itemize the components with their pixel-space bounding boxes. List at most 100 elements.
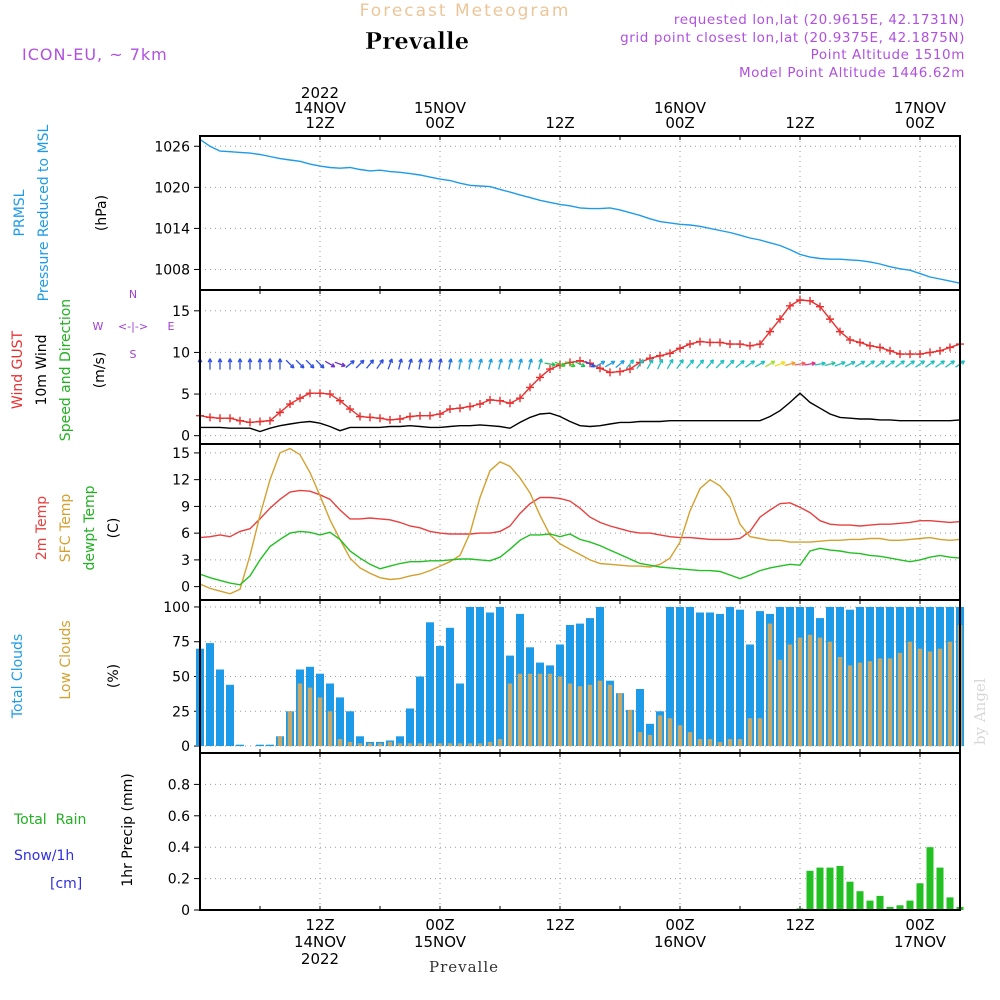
gust-marker <box>416 411 424 420</box>
compass-south: S <box>130 348 137 361</box>
precip-unit-label: 1hr Precip (mm) <box>120 773 136 886</box>
y-tick-label: 12 <box>172 473 190 489</box>
wind-direction-arrow <box>745 360 756 368</box>
top-time-label: 2022 <box>301 84 339 102</box>
t2m-label: 2m Temp <box>34 496 50 560</box>
low-cloud-bar <box>537 673 543 746</box>
gust-marker <box>776 315 784 324</box>
gust-marker <box>826 315 834 324</box>
rain-bar <box>906 900 914 910</box>
total-cloud-bar <box>436 645 444 746</box>
total-cloud-bar <box>466 607 474 747</box>
gust-marker <box>266 416 274 425</box>
low-cloud-bar <box>377 743 383 747</box>
panel-wind: 0 5 10 15 <box>172 289 966 445</box>
low-cloud-bar <box>827 641 833 746</box>
wind-direction-arrow <box>387 358 394 370</box>
wind-direction-arrow <box>315 359 325 369</box>
gust-marker <box>546 365 554 374</box>
percent-unit-label: (%) <box>106 664 122 688</box>
gust-marker <box>396 415 404 424</box>
low-cloud-bar <box>927 651 933 747</box>
y-tick-label: 0 <box>181 739 190 755</box>
compass-rose: N S W E <-|-> <box>93 288 175 361</box>
wind-direction-arrow <box>784 361 796 367</box>
rain-bar <box>946 897 954 910</box>
snow-unit-label: [cm] <box>50 876 82 892</box>
y-tick-label: 0.2 <box>168 872 190 888</box>
prmsl-label: PRMSL <box>12 189 28 236</box>
gust-marker <box>366 413 374 422</box>
wind-direction-arrow <box>945 360 956 368</box>
rain-bar <box>856 891 864 910</box>
wind-direction-arrow <box>666 358 674 370</box>
low-cloud-bar <box>677 725 683 747</box>
total-cloud-bar <box>236 744 244 747</box>
total-cloud-bar <box>666 607 674 747</box>
wind-direction-arrow <box>895 360 906 368</box>
gust-marker <box>716 338 724 347</box>
gust-marker <box>246 418 254 427</box>
wind-direction-arrow <box>686 359 695 369</box>
total-cloud-bar <box>446 627 454 746</box>
low-cloud-bar <box>327 711 333 747</box>
low-cloud-bar <box>437 743 443 747</box>
y-tick-label: 25 <box>172 704 190 720</box>
wind-direction-arrow <box>676 359 684 369</box>
gust-marker <box>306 389 314 398</box>
top-time-label: 15NOV <box>414 99 467 117</box>
gust-marker <box>536 373 544 382</box>
wind-direction-arrow <box>477 358 483 370</box>
gust-marker <box>376 414 384 423</box>
gust-marker <box>656 351 664 360</box>
low-cloud-bar <box>947 641 953 746</box>
rain-bar <box>846 881 854 910</box>
low-cloud-bar <box>567 683 573 747</box>
wind-direction-arrow <box>935 360 946 368</box>
panel-frame <box>199 135 961 291</box>
wind-direction-arrow <box>417 358 423 370</box>
wind-direction-arrow <box>334 361 346 368</box>
low-cloud-bar <box>347 741 353 747</box>
low-cloud-bar <box>527 673 533 746</box>
rain-bar <box>866 900 874 910</box>
bottom-time-label: 00Z <box>665 916 694 934</box>
wind-direction-arrow <box>915 360 926 368</box>
wind-direction-arrow <box>584 360 596 368</box>
wind-direction-arrow <box>366 359 375 369</box>
total-cloud-bar <box>746 644 754 746</box>
wind-direction-arrow <box>875 360 886 368</box>
top-time-label: 16NOV <box>654 99 707 117</box>
gust-marker <box>446 405 454 414</box>
gust-marker <box>476 400 484 409</box>
bottom-time-label: 00Z <box>905 916 934 934</box>
total-cloud-bar <box>756 611 764 746</box>
bottom-time-label: 12Z <box>305 916 334 934</box>
low-cloud-bar <box>307 687 313 746</box>
wind-direction-arrow <box>715 359 725 369</box>
wind-direction-arrow <box>574 361 586 368</box>
gust-marker <box>626 365 634 374</box>
rain-bar <box>936 867 944 910</box>
y-tick-label: 1020 <box>154 180 190 196</box>
total-cloud-bar <box>396 736 404 746</box>
low-cloud-bar <box>867 661 873 746</box>
panel-frame <box>199 443 961 601</box>
low-cloud-bar <box>657 715 663 746</box>
location-title: Prevalle <box>365 28 469 55</box>
low-cloud-bar <box>577 686 583 746</box>
low-cloud-bar <box>787 644 793 746</box>
wind-10m-label: 10m Wind <box>34 334 50 405</box>
total-cloud-bar <box>216 669 224 746</box>
gust-marker <box>206 413 214 422</box>
rain-bar <box>836 866 844 910</box>
gust-marker <box>666 349 674 358</box>
y-tick-label: 10 <box>172 345 190 361</box>
low-cloud-bar <box>357 743 363 747</box>
wind-direction-arrow <box>345 359 355 369</box>
low-cloud-bar <box>877 658 883 746</box>
rain-bar <box>826 867 834 910</box>
y-tick-label: 3 <box>181 553 190 569</box>
gust-marker <box>796 295 804 304</box>
y-tick-label: 1014 <box>154 221 190 237</box>
